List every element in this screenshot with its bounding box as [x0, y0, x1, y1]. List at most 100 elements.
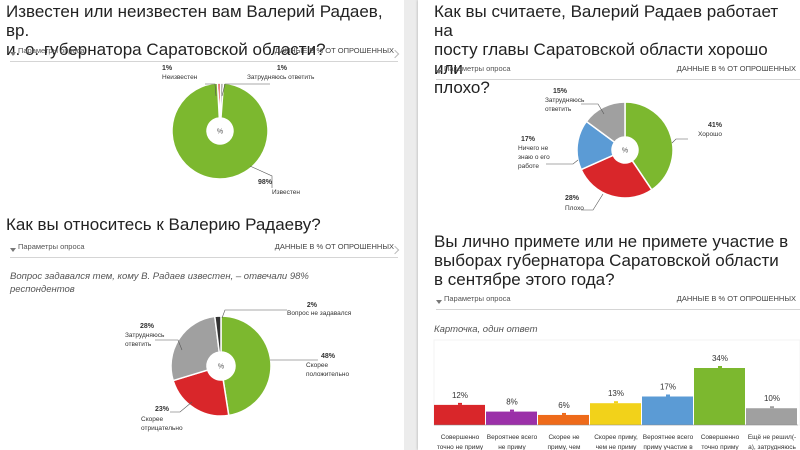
slice-value-label: 15%	[553, 88, 568, 95]
bar-category-label: Скорее приму,	[594, 434, 638, 441]
bar-category-label: приму участие в	[643, 444, 693, 450]
bar-chart-participation: 12% Совершенно точно не приму 8% Вероятнее в…	[433, 339, 800, 450]
slice-name-label: знаю о его	[518, 154, 550, 161]
q2-note-line1: Вопрос задавался тем, кому В. Радаев изв…	[10, 271, 309, 282]
leader-line	[581, 103, 605, 115]
bar	[538, 414, 589, 425]
pie-center-label: %	[622, 148, 628, 155]
q3-title-line1: Как вы считаете, Валерий Радаев работает…	[434, 2, 779, 40]
q4-title-line3: в сентябре этого года?	[434, 270, 615, 289]
slice-name-label: Затрудняюсь	[545, 97, 585, 104]
bar-category-label: Совершенно	[701, 434, 740, 441]
q4-title-line1: Вы лично примете или не примете участие …	[434, 232, 789, 251]
slice-name-label: ответить	[545, 106, 572, 113]
slice-name-label: положительно	[306, 371, 349, 378]
bar-category-label: Вероятнее всего	[643, 434, 694, 441]
slice-value-label: 41%	[708, 122, 723, 129]
bar-value-label: 12%	[452, 391, 468, 400]
q1-params-label[interactable]: Параметры опроса	[18, 46, 85, 55]
pie-center	[207, 352, 235, 380]
bar-category-label: Скорее не	[548, 434, 579, 441]
slice-name-label: работе	[518, 162, 539, 170]
right-panel: Как вы считаете, Валерий Радаев работает…	[418, 0, 800, 450]
expand-triangle-icon	[436, 70, 442, 74]
slice-name-label: Скорее	[306, 362, 328, 369]
leader-line	[249, 165, 273, 188]
bar-value-label: 34%	[712, 354, 728, 363]
leader-line	[546, 159, 579, 165]
bar-category-label: точно не приму	[437, 444, 484, 450]
slice-name-label: Вопрос не задавался	[287, 310, 352, 317]
bar	[590, 403, 641, 425]
bar-category-label: а), затрудняюсь	[748, 444, 796, 450]
slice-value-label: 2%	[307, 302, 318, 309]
left-panel: Известен или неизвестен вам Валерий Рада…	[0, 0, 404, 450]
slice-name-label: Плохо	[565, 205, 584, 212]
leader-line	[170, 401, 193, 413]
pie-center	[207, 118, 233, 144]
bar-category-label: Совершенно	[441, 434, 480, 441]
leader-line	[221, 83, 270, 97]
q2-title: Как вы относитесь к Валерию Радаеву?	[6, 215, 321, 234]
bar-value-label: 13%	[608, 389, 624, 398]
panel-divider	[404, 0, 418, 450]
bar-value-label: 6%	[558, 401, 570, 410]
q1-params-bar[interactable]: Параметры опроса ДАННЫЕ В % ОТ ОПРОШЕННЫ…	[10, 46, 400, 62]
q3-title: Как вы считаете, Валерий Радаев работает…	[434, 2, 800, 97]
slice-value-label: 17%	[521, 136, 536, 143]
q4-title: Вы лично примете или не примете участие …	[434, 232, 800, 289]
slice-value-label: 23%	[155, 406, 170, 413]
q4-params-label[interactable]: Параметры опроса	[444, 294, 511, 303]
q2-params-label[interactable]: Параметры опроса	[18, 242, 85, 251]
slice-name-label: Известен	[272, 189, 300, 196]
bar-marker	[458, 402, 462, 405]
slice-name-label: Скорее	[141, 416, 163, 423]
q1-title-line2: и. о. губернатора Саратовской области?	[6, 40, 326, 59]
q4-params-bar[interactable]: Параметры опроса ДАННЫЕ В % ОТ ОПРОШЕННЫ…	[436, 294, 800, 310]
slice-name-label: отрицательно	[141, 425, 183, 432]
bar-category-label: чем не приму	[596, 444, 638, 450]
slice-value-label: 1%	[162, 65, 173, 72]
bar	[694, 368, 745, 425]
expand-triangle-icon	[10, 52, 16, 56]
q1-data-label: ДАННЫЕ В % ОТ ОПРОШЕННЫХ	[274, 46, 394, 55]
slice-value-label: 28%	[140, 323, 155, 330]
q3-params-bar[interactable]: Параметры опроса ДАННЫЕ В % ОТ ОПРОШЕННЫ…	[436, 64, 800, 80]
q4-data-label: ДАННЫЕ В % ОТ ОПРОШЕННЫХ	[676, 294, 796, 303]
bar	[642, 396, 693, 425]
leader-line	[205, 83, 217, 97]
bar-marker	[770, 406, 774, 409]
q2-note-line2: респондентов	[10, 284, 75, 295]
leader-line	[581, 193, 604, 211]
q3-params-label[interactable]: Параметры опроса	[444, 64, 511, 73]
q2-note: Вопрос задавался тем, кому В. Радаев изв…	[10, 270, 400, 296]
q1-title: Известен или неизвестен вам Валерий Рада…	[6, 2, 401, 59]
q4-note: Карточка, один ответ	[434, 324, 538, 335]
bar-value-label: 8%	[506, 398, 518, 407]
q3-data-label: ДАННЫЕ В % ОТ ОПРОШЕННЫХ	[676, 64, 796, 73]
leader-line	[671, 138, 688, 144]
slice-name-label: Ничего не	[518, 145, 549, 152]
slice-name-label: Затрудняюсь	[125, 332, 165, 339]
slice-name-label: Хорошо	[698, 131, 722, 138]
slice-value-label: 28%	[565, 195, 580, 202]
bar-marker	[666, 394, 670, 397]
slice-name-label: Затрудняюсь ответить	[247, 74, 315, 81]
slice-value-label: 98%	[258, 179, 273, 186]
q1-title-line1: Известен или неизвестен вам Валерий Рада…	[6, 2, 383, 40]
q4-title-line2: выборах губернатора Саратовской области	[434, 251, 779, 270]
bar-category-label: Вероятнее всего	[487, 434, 538, 441]
bar-category-label: не приму	[498, 444, 526, 450]
bar-category-label: приму, чем	[548, 444, 582, 450]
pie-chart-attitude: % 2%Вопрос не задавался 48% Скорее положител…	[125, 302, 352, 432]
bar-marker	[614, 401, 618, 404]
pie-chart-known: % 1% Неизвестен 1% Затрудняюсь ответить 98% Из…	[162, 65, 315, 196]
expand-triangle-icon	[436, 300, 442, 304]
q2-data-label: ДАННЫЕ В % ОТ ОПРОШЕННЫХ	[274, 242, 394, 251]
q2-params-bar[interactable]: Параметры опроса ДАННЫЕ В % ОТ ОПРОШЕННЫ…	[10, 242, 400, 258]
expand-triangle-icon	[10, 248, 16, 252]
slice-value-label: 1%	[277, 65, 288, 72]
leader-line	[221, 309, 287, 319]
bar	[746, 408, 797, 425]
q3-title-line3: плохо?	[434, 78, 490, 97]
